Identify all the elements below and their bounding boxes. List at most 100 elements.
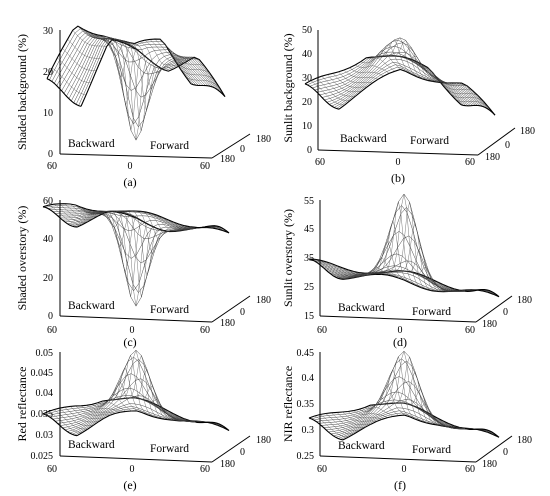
x-tick-label: 60 <box>200 161 210 172</box>
mesh-line <box>118 39 154 141</box>
mesh-line <box>113 211 148 297</box>
panel-b: Sunlit background (%) 0 10 20 30 40 50 B… <box>281 25 535 185</box>
mesh-line <box>382 37 418 78</box>
azimuth-tick-label: 180 <box>517 435 532 446</box>
x-tick-label: 0 <box>130 325 135 336</box>
mesh-line <box>409 404 444 427</box>
mesh-line <box>403 389 438 426</box>
azimuth-tick-label: 180 <box>220 459 235 470</box>
mesh-line <box>386 193 422 288</box>
backward-label: Backward <box>68 439 115 451</box>
mesh-line <box>194 421 230 431</box>
azimuth-axis <box>211 133 251 159</box>
y-axis-label: Shaded overstory (%) <box>15 206 29 311</box>
azimuth-tick-label: 0 <box>503 307 508 318</box>
z-tick-label: 20 <box>43 67 53 78</box>
mesh-line <box>308 258 344 280</box>
mesh-line <box>69 203 105 216</box>
z-tick-label: 0.05 <box>36 348 54 359</box>
mesh-line <box>185 76 221 89</box>
x-tick-label: 60 <box>317 325 327 336</box>
backward-label: Backward <box>68 300 115 312</box>
mesh-line <box>68 38 214 99</box>
z-tick-label: 30 <box>43 26 53 37</box>
azimuth-tick-label: 0 <box>240 447 245 458</box>
mesh-line <box>315 78 351 101</box>
panel-d: Sunlit overstory (%) 15 25 35 45 55 Back… <box>281 193 532 349</box>
z-tick-label: 0 <box>48 311 53 322</box>
x-tick-label: 60 <box>200 464 210 475</box>
z-tick-label: 0 <box>48 149 53 160</box>
z-tick-label: 0.4 <box>302 373 315 384</box>
backward-label: Backward <box>338 302 385 314</box>
mesh-line <box>108 37 143 106</box>
mesh-line <box>304 83 340 110</box>
backward-label: Backward <box>338 440 385 452</box>
mesh-line <box>48 411 83 433</box>
z-tick-label: 0.045 <box>31 368 54 379</box>
mesh-line <box>331 412 366 428</box>
mesh-line <box>342 414 500 441</box>
forward-label: Forward <box>150 304 189 316</box>
mesh-line <box>151 213 186 231</box>
z-tick-label: 0.25 <box>297 451 315 462</box>
mesh-line <box>91 210 126 218</box>
x-tick-label: 0 <box>402 464 407 475</box>
mesh-line <box>61 37 206 125</box>
mesh-line <box>113 38 149 131</box>
panel-tag: (b) <box>391 171 405 185</box>
mesh-line <box>310 80 345 106</box>
azimuth-tick-label: 180 <box>256 134 271 145</box>
mesh-line <box>394 47 429 81</box>
z-tick-label: 50 <box>302 25 312 36</box>
mesh-line <box>75 38 221 105</box>
mesh-line <box>353 271 388 276</box>
mesh-line <box>320 414 355 435</box>
z-tick-label: 45 <box>304 224 314 235</box>
azimuth-tick-label: 0 <box>505 140 510 151</box>
panel-tag: (f) <box>394 478 406 492</box>
mesh-line <box>340 273 497 295</box>
surface-mesh <box>46 25 226 141</box>
mesh-line <box>103 35 138 78</box>
azimuth-tick-label: 180 <box>220 318 235 329</box>
x-tick-label: 0 <box>396 157 401 168</box>
mesh-line <box>124 41 159 132</box>
mesh-line <box>381 356 416 420</box>
mesh-line <box>353 410 388 418</box>
mesh-line <box>342 411 377 422</box>
x-tick-label: 60 <box>47 325 57 336</box>
mesh-line <box>59 349 213 426</box>
mesh-line <box>371 44 407 72</box>
azimuth-tick-label: 180 <box>256 295 271 306</box>
mesh-line <box>118 210 154 307</box>
z-tick-label: 20 <box>302 97 312 108</box>
azimuth-axis <box>475 435 513 463</box>
mesh-line <box>320 260 355 279</box>
panel-c: Shaded overstory (%) 0 20 40 60 Backward… <box>15 196 271 349</box>
mesh-line <box>392 356 427 424</box>
azimuth-tick-label: 180 <box>482 319 497 330</box>
mesh-line <box>325 413 360 431</box>
mesh-line <box>398 222 433 291</box>
backward-label: Backward <box>340 133 387 145</box>
z-tick-label: 0.04 <box>36 388 54 399</box>
x-axis <box>319 315 477 323</box>
mesh-line <box>129 210 164 277</box>
azimuth-axis <box>475 295 513 323</box>
x-tick-label: 60 <box>465 464 475 475</box>
mesh-line <box>48 205 83 225</box>
mesh-line <box>75 204 110 214</box>
mesh-line <box>139 41 174 73</box>
mesh-line <box>375 369 411 418</box>
mesh-line <box>72 30 107 47</box>
mesh-line <box>398 371 433 425</box>
x-axis <box>319 455 477 463</box>
azimuth-axis <box>477 127 516 156</box>
mesh-line <box>180 69 215 81</box>
mesh-line <box>72 406 225 435</box>
z-tick-label: 40 <box>43 234 53 245</box>
mesh-line <box>78 38 223 106</box>
panel-a: Shaded background (%) 0 10 20 30 Backwar… <box>15 25 271 189</box>
panel-tag: (c) <box>123 335 136 349</box>
